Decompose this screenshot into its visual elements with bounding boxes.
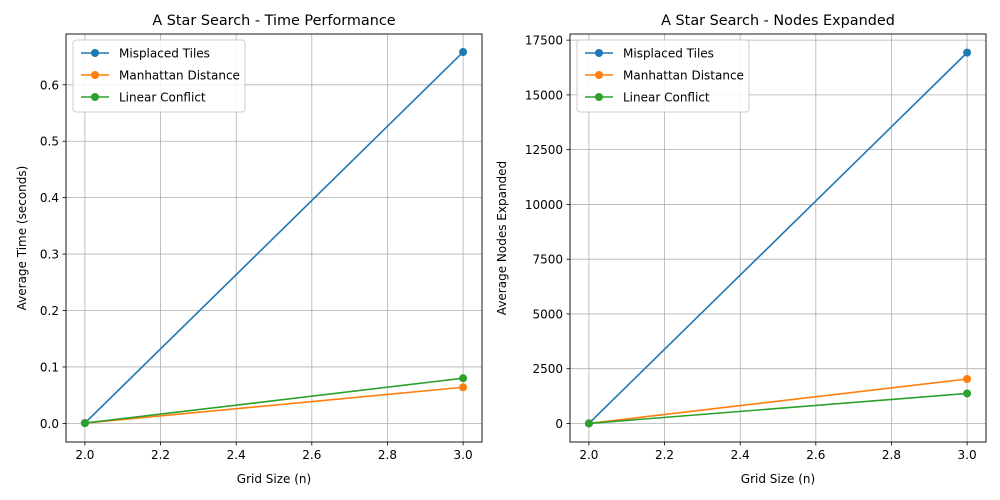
data-point: [459, 48, 468, 57]
x-tick-label: 2.2: [151, 448, 170, 462]
x-tick-label: 2.4: [227, 448, 246, 462]
series-line-2: [588, 392, 968, 425]
legend-label: Manhattan Distance: [623, 69, 744, 83]
x-tick-label: 2.0: [579, 448, 598, 462]
legend-marker: [595, 71, 603, 79]
series-line-1: [84, 386, 464, 424]
x-axis-label: Grid Size (n): [237, 472, 311, 486]
data-point: [459, 383, 468, 392]
y-tick-label: 0: [555, 417, 563, 431]
legend-label: Manhattan Distance: [119, 69, 240, 83]
time-performance-chart: 2.0 2.2 2.4 2.6 2.8 3.0 0.0 0.1 0.2 0.3 0.4 0.5 0.6 A…: [15, 13, 483, 486]
plot-frame: [569, 33, 987, 443]
legend-marker: [595, 93, 603, 101]
x-tick-label: 3.0: [454, 448, 473, 462]
chart-title: A Star Search - Nodes Expanded: [661, 13, 895, 29]
y-tick-label: 17500: [525, 34, 563, 48]
legend-marker: [595, 49, 603, 57]
data-point: [459, 374, 468, 383]
x-tick-label: 2.0: [75, 448, 94, 462]
series-line-2: [84, 377, 464, 424]
y-tick-label: 0.4: [40, 191, 59, 205]
x-tick-label: 3.0: [958, 448, 977, 462]
legend-label: Linear Conflict: [119, 91, 206, 105]
nodes-expanded-chart: 2.0 2.2 2.4 2.6 2.8 3.0 0 2500 5000 7500 10000 1250…: [495, 13, 987, 486]
legend-marker: [91, 93, 99, 101]
data-point: [80, 419, 89, 428]
y-tick-label: 7500: [532, 253, 563, 267]
y-tick-label: 12500: [525, 143, 563, 157]
y-axis-label: Average Nodes Expanded: [495, 161, 509, 315]
x-axis-label: Grid Size (n): [741, 472, 815, 486]
x-tick-label: 2.8: [882, 448, 901, 462]
y-tick-label: 0.6: [40, 78, 59, 92]
y-tick-label: 0.5: [40, 135, 59, 149]
x-tick-label: 2.8: [378, 448, 397, 462]
y-tick-label: 0.3: [40, 248, 59, 262]
x-tick-label: 2.2: [655, 448, 674, 462]
data-point: [963, 48, 972, 57]
plot-frame: [65, 33, 483, 443]
x-tick-label: 2.6: [806, 448, 825, 462]
legend-marker: [91, 49, 99, 57]
y-tick-label: 10000: [525, 198, 563, 212]
data-point: [584, 419, 593, 428]
legend-marker: [91, 71, 99, 79]
legend-box: [72, 39, 246, 113]
data-point: [963, 375, 972, 384]
y-axis-label: Average Time (seconds): [15, 166, 29, 311]
y-tick-label: 15000: [525, 88, 563, 102]
legend-label: Misplaced Tiles: [623, 47, 714, 61]
y-tick-label: 5000: [532, 307, 563, 321]
series-line-1: [588, 378, 968, 425]
chart-title: A Star Search - Time Performance: [152, 13, 395, 29]
y-tick-label: 0.1: [40, 360, 59, 374]
legend-box: [576, 39, 750, 113]
x-tick-label: 2.6: [302, 448, 321, 462]
legend-label: Linear Conflict: [623, 91, 710, 105]
y-tick-label: 0.2: [40, 304, 59, 318]
y-tick-label: 2500: [532, 362, 563, 376]
y-tick-label: 0.0: [40, 417, 59, 431]
legend-label: Misplaced Tiles: [119, 47, 210, 61]
series-line-0: [588, 52, 968, 424]
series-line-0: [84, 51, 464, 424]
data-point: [963, 389, 972, 398]
x-tick-label: 2.4: [731, 448, 750, 462]
